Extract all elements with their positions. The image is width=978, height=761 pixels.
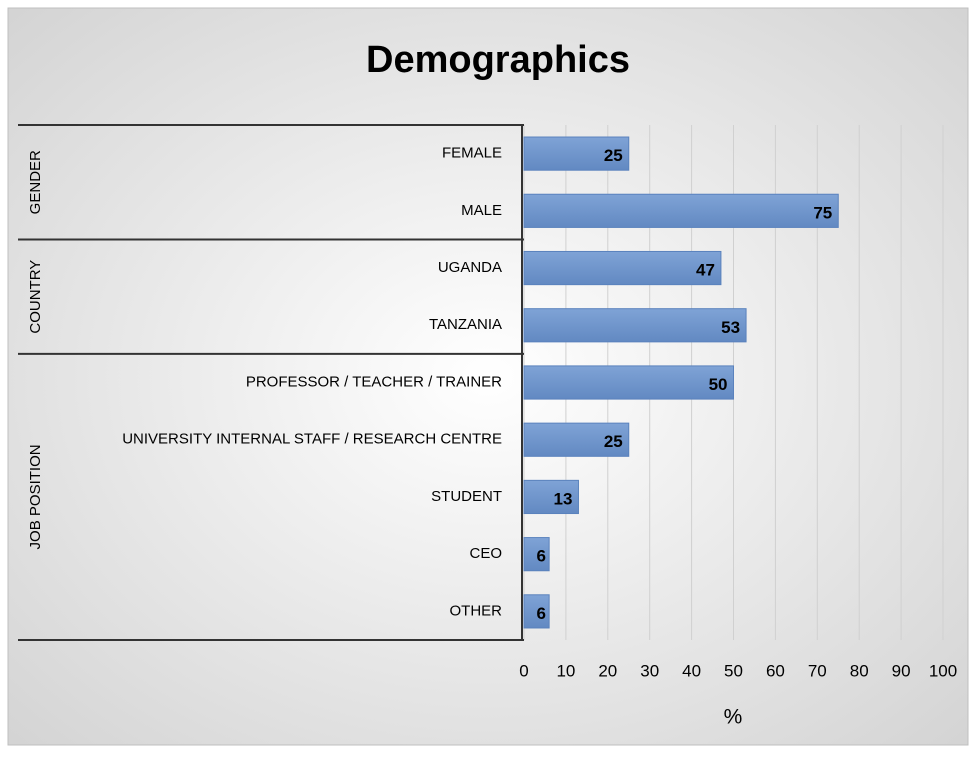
x-tick-label: 60: [766, 661, 785, 680]
x-tick-label: 100: [929, 661, 957, 680]
data-label: 50: [709, 375, 728, 394]
y-tick-label: MALE: [461, 202, 502, 219]
bar: [523, 594, 550, 629]
group-label: GENDER: [27, 150, 44, 214]
bar: [523, 479, 579, 515]
chart-title: Demographics: [366, 39, 630, 81]
data-label: 6: [537, 604, 546, 623]
x-tick-label: 30: [640, 661, 659, 680]
x-tick-label: 50: [724, 661, 743, 680]
data-label: 75: [813, 203, 832, 222]
data-label: 25: [604, 432, 623, 451]
x-tick-label: 20: [598, 661, 617, 680]
y-tick-label: UNIVERSITY INTERNAL STAFF / RESEARCH CEN…: [122, 431, 502, 448]
data-label: 13: [554, 489, 573, 508]
x-tick-label: 10: [556, 661, 575, 680]
bar: [523, 193, 839, 228]
bar: [523, 308, 747, 343]
y-tick-label: PROFESSOR / TEACHER / TRAINER: [246, 373, 502, 390]
x-tick-label: 0: [519, 661, 528, 680]
chart-area: [7, 7, 969, 746]
y-tick-label: FEMALE: [442, 145, 502, 162]
y-tick-label: CEO: [469, 545, 502, 562]
y-tick-label: TANZANIA: [429, 316, 502, 333]
bar: [523, 422, 630, 457]
data-label: 53: [721, 318, 740, 337]
data-label: 6: [537, 547, 546, 566]
x-tick-label: 40: [682, 661, 701, 680]
group-label: COUNTRY: [27, 260, 44, 334]
y-tick-label: OTHER: [450, 602, 503, 619]
group-label: JOB POSITION: [27, 444, 44, 549]
bar: [523, 136, 630, 171]
y-tick-label: STUDENT: [431, 488, 502, 505]
data-label: 25: [604, 146, 623, 165]
data-label: 47: [696, 261, 715, 280]
y-tick-label: UGANDA: [438, 259, 502, 276]
bar: [523, 365, 734, 400]
bar: [523, 250, 722, 286]
bar: [523, 537, 550, 572]
x-tick-label: 80: [850, 661, 869, 680]
x-axis-label: %: [724, 706, 743, 729]
x-tick-label: 70: [808, 661, 827, 680]
x-tick-label: 90: [892, 661, 911, 680]
